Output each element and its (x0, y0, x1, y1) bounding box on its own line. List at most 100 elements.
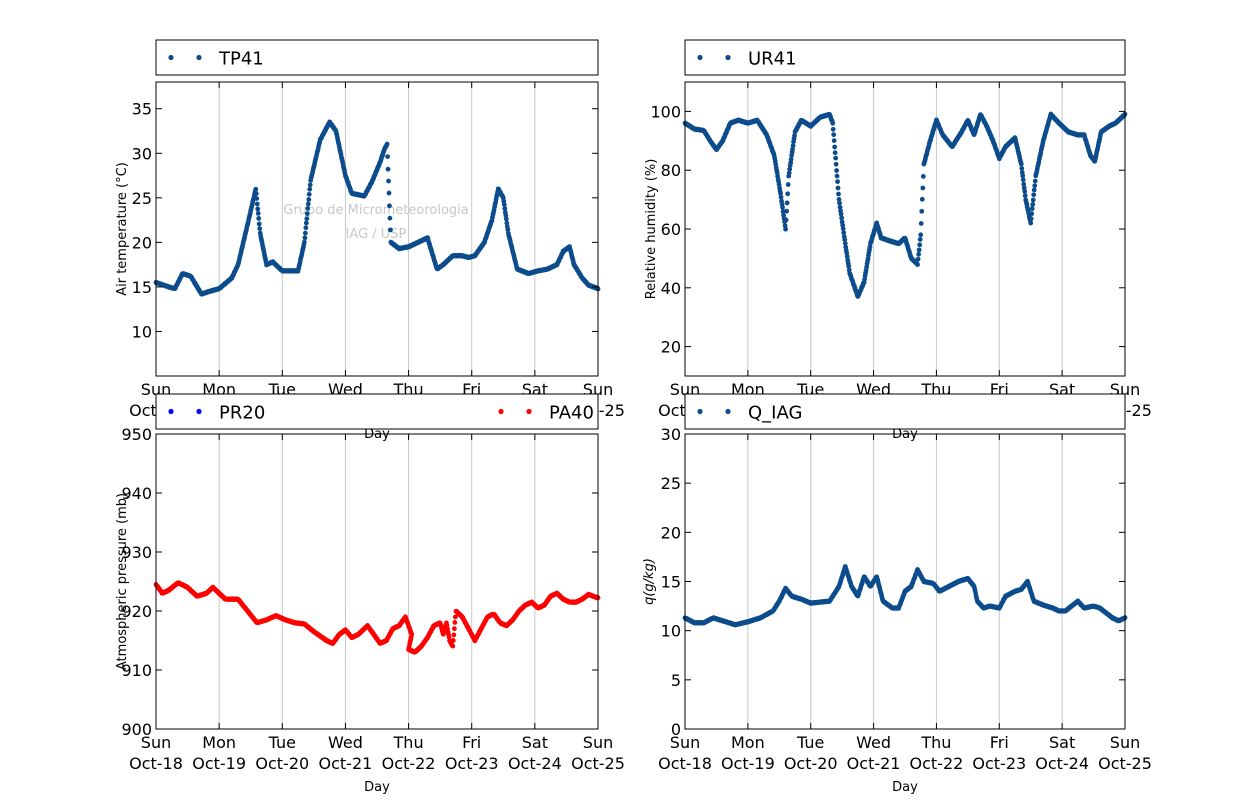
data-point-UR41 (778, 194, 784, 200)
x-tick-label-date: Oct-23 (972, 754, 1026, 773)
data-point-TP41 (504, 220, 510, 226)
data-point-UR41 (915, 256, 921, 262)
y-tick-label: 15 (661, 573, 681, 592)
data-point-UR41 (1021, 181, 1027, 187)
data-point-UR41 (833, 155, 839, 161)
panel-humidity: 20406080100SunOct-18MonOct-19TueOct-20We… (644, 39, 1152, 442)
data-point-UR41 (1028, 216, 1034, 222)
y-tick-label: 100 (650, 102, 681, 121)
data-point-UR41 (833, 161, 839, 167)
data-point-TP41 (254, 201, 260, 207)
data-point-TP41 (255, 210, 261, 216)
legend-marker (168, 408, 174, 415)
data-point-TP41 (306, 197, 312, 202)
data-point-TP41 (302, 230, 308, 236)
data-point-UR41 (1032, 178, 1038, 184)
x-tick-label-date: Oct-22 (910, 754, 964, 773)
data-point-UR41 (835, 185, 841, 191)
x-tick-label-day: Fri (990, 733, 1009, 752)
x-tick-label-day: Fri (462, 733, 481, 752)
data-point-TP41 (502, 206, 508, 212)
y-tick-label: 900 (121, 720, 152, 739)
data-point-TP41 (305, 201, 311, 207)
y-tick-label: 0 (671, 720, 681, 739)
data-point-TP41 (256, 216, 262, 221)
data-point-TP41 (255, 206, 261, 212)
y-tick-label: 940 (121, 484, 152, 503)
data-point-UR41 (840, 226, 846, 232)
data-point-UR41 (916, 247, 922, 253)
data-point-UR41 (782, 223, 788, 229)
y-axis-label: Atmospheric pressure (mb) (115, 493, 130, 670)
legend-marker (725, 408, 731, 415)
data-point-UR41 (792, 133, 797, 139)
data-point-UR41 (919, 208, 925, 214)
x-tick-label-date: Oct-19 (192, 754, 246, 773)
x-tick-label-date: Oct-21 (319, 754, 373, 773)
x-tick-label-day: Tue (796, 733, 824, 752)
legend-marker (725, 54, 731, 61)
x-tick-label-day: Sun (670, 733, 700, 752)
data-point-UR41 (915, 262, 920, 267)
legend-marker (498, 408, 504, 415)
legend-marker (168, 54, 174, 61)
data-point-UR41 (1029, 211, 1035, 217)
data-point-UR41 (835, 179, 840, 185)
data-point-TP41 (303, 225, 309, 231)
x-tick-label-day: Tue (268, 733, 296, 752)
data-point-PA40 (452, 620, 458, 625)
y-tick-label: 20 (132, 233, 152, 252)
data-point-UR41 (787, 166, 793, 172)
data-point-UR41 (841, 230, 847, 236)
data-point-UR41 (783, 217, 789, 223)
y-axis-label: Air temperature (°C) (115, 162, 130, 296)
data-point-UR41 (1019, 166, 1025, 171)
x-tick-label-date: Oct-25 (571, 754, 625, 773)
data-point-TP41 (505, 227, 511, 232)
x-tick-label-date: Oct-24 (1035, 754, 1089, 773)
data-point-TP41 (305, 206, 311, 211)
legend-marker (526, 408, 532, 415)
data-point-TP41 (501, 202, 507, 208)
data-point-TP41 (307, 186, 313, 192)
data-point-UR41 (837, 204, 843, 210)
data-point-UR41 (785, 191, 791, 197)
y-tick-label: 920 (121, 602, 152, 621)
data-point-UR41 (784, 208, 790, 214)
panel-pressure: 900 910 920 930 940 950 Sun Oct-18 Mon Oct-19 Tue O… (115, 393, 625, 795)
data-point-UR41 (838, 211, 844, 217)
y-tick-label: 40 (661, 279, 681, 298)
data-point-TP41 (387, 215, 393, 221)
y-tick-label: 15 (132, 278, 152, 297)
x-tick-label-date: Oct-24 (508, 754, 562, 773)
data-point-UR41 (780, 205, 785, 210)
data-point-UR41 (780, 209, 786, 214)
data-point-UR41 (788, 156, 794, 162)
plot-frame (155, 81, 599, 377)
y-tick-label: 5 (671, 671, 681, 690)
data-point-UR41 (846, 267, 852, 273)
data-point-UR41 (1030, 201, 1036, 207)
data-point-UR41 (836, 191, 841, 197)
data-point-UR41 (1031, 187, 1037, 193)
data-point-UR41 (920, 185, 926, 191)
data-point-UR41 (1020, 177, 1026, 183)
y-tick-label: 35 (132, 100, 152, 119)
x-tick-label-day: Sat (522, 733, 548, 752)
data-point-UR41 (1022, 189, 1028, 194)
y-tick-label: 910 (121, 661, 152, 680)
x-tick-label-date: Oct-25 (1098, 754, 1152, 773)
y-tick-label: 10 (661, 622, 681, 641)
data-point-TP41 (503, 216, 509, 222)
x-tick-label-day: Mon (731, 733, 765, 752)
data-point-TP41 (385, 154, 390, 160)
data-point-UR41 (1022, 193, 1028, 199)
legend-marker (196, 54, 202, 61)
data-point-UR41 (920, 173, 926, 179)
data-point-TP41 (384, 141, 390, 147)
x-tick-label-day: Thu (393, 733, 424, 752)
data-point-TP41 (301, 239, 307, 245)
legend-marker (697, 54, 703, 61)
y-tick-label: 10 (132, 322, 152, 341)
